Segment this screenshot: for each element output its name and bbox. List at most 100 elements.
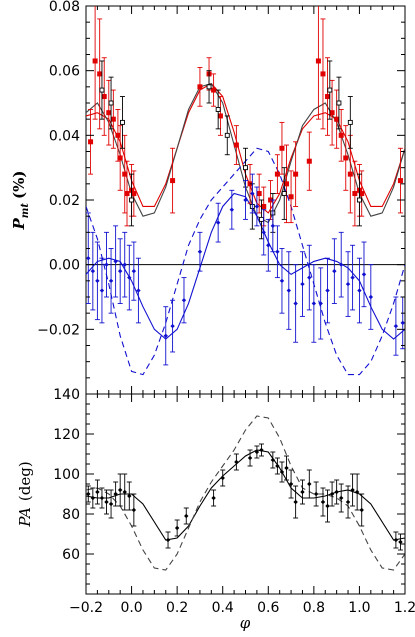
bottom-xtick-label: 0.6 xyxy=(257,600,279,616)
top-point-blue xyxy=(104,262,109,267)
top-point-red xyxy=(97,71,103,77)
top-y-axis-title: Pmt (%) xyxy=(10,171,31,231)
bottom-point-black xyxy=(90,495,96,501)
top-point-red xyxy=(101,94,107,100)
top-point-red xyxy=(293,171,299,177)
top-point-black xyxy=(259,216,264,222)
bottom-point-black xyxy=(345,499,351,505)
top-point-blue xyxy=(170,323,175,329)
top-ytick-label: −0.02 xyxy=(37,322,80,338)
top-point-blue xyxy=(325,288,330,293)
top-point-blue xyxy=(163,333,168,338)
bottom-ylabel-main: PA xyxy=(16,507,34,528)
bottom-point-black xyxy=(184,513,189,519)
bottom-xtick-label: 0.0 xyxy=(120,600,142,616)
bottom-point-black xyxy=(339,495,344,501)
bottom-point-black xyxy=(359,507,364,513)
bottom-point-black xyxy=(127,493,132,499)
top-point-red xyxy=(359,191,365,197)
top-point-blue xyxy=(350,275,355,280)
bottom-point-black xyxy=(131,507,137,513)
top-point-red xyxy=(343,155,349,161)
top-point-blue xyxy=(181,298,187,303)
bottom-ytick-label: 60 xyxy=(62,547,80,563)
bottom-curve-gray-dashed xyxy=(86,415,405,571)
bottom-xtick-label: 0.8 xyxy=(303,600,325,616)
top-point-blue xyxy=(400,320,405,326)
bottom-point-black xyxy=(307,481,312,487)
bottom-point-black xyxy=(284,465,289,471)
top-point-red xyxy=(338,132,344,138)
bottom-point-black xyxy=(234,459,239,465)
bottom-point-black xyxy=(104,499,109,505)
top-point-red xyxy=(334,116,340,122)
top-point-blue xyxy=(95,278,100,284)
top-ytick-label: 0.02 xyxy=(49,193,80,209)
top-point-red xyxy=(106,110,112,116)
top-point-blue xyxy=(266,243,271,248)
top-point-blue xyxy=(99,288,105,293)
top-panel-ticks: 0.08 0.06 0.04 0.02 0.00 −0.02 xyxy=(37,0,406,395)
top-point-red xyxy=(288,194,294,200)
bottom-xtick-label: 1.0 xyxy=(348,600,370,616)
bottom-point-black xyxy=(313,491,319,497)
bottom-point-black xyxy=(99,495,105,501)
top-point-black xyxy=(327,87,333,93)
bottom-ylabel-unit: (deg) xyxy=(16,461,34,501)
top-point-blue xyxy=(90,268,96,274)
bottom-xtick-label: 1.2 xyxy=(394,600,415,616)
top-point-blue xyxy=(197,249,203,254)
top-point-black xyxy=(108,100,114,106)
top-point-red xyxy=(256,191,262,197)
bottom-ytick-label: 120 xyxy=(53,427,80,443)
top-ytick-label: 0.06 xyxy=(49,64,80,80)
bottom-point-black xyxy=(329,491,335,497)
bottom-xtick-label: 0.4 xyxy=(212,600,234,616)
top-point-red xyxy=(122,171,128,177)
top-point-blue xyxy=(275,249,280,254)
bottom-ytick-label: 100 xyxy=(53,467,80,483)
top-point-red xyxy=(115,132,121,138)
bottom-point-black xyxy=(293,499,298,505)
top-point-red xyxy=(197,84,203,90)
bottom-point-black xyxy=(334,489,339,495)
top-ytick-label: 0.04 xyxy=(49,128,80,144)
top-point-blue xyxy=(279,278,285,284)
bottom-point-black xyxy=(350,487,355,493)
top-point-black xyxy=(206,84,212,90)
bottom-point-black xyxy=(254,449,260,455)
top-point-red xyxy=(110,116,116,122)
top-ylabel-unit: (%) xyxy=(10,171,28,199)
bottom-point-black xyxy=(325,503,330,509)
top-point-blue xyxy=(136,288,141,293)
top-point-blue xyxy=(300,281,305,287)
bottom-point-black xyxy=(354,489,360,495)
top-point-blue xyxy=(254,204,260,209)
top-point-red xyxy=(124,191,130,197)
top-point-red xyxy=(325,94,331,100)
top-point-blue xyxy=(261,230,266,235)
top-point-black xyxy=(120,119,125,125)
bottom-point-black xyxy=(108,501,114,507)
top-point-blue xyxy=(108,278,114,284)
top-point-red xyxy=(211,87,217,93)
top-ylabel-sub: mt xyxy=(20,203,31,219)
bottom-panel-plot xyxy=(86,415,405,571)
bottom-point-black xyxy=(95,489,100,495)
bottom-y-axis-title: PA (deg) xyxy=(16,461,34,527)
top-point-red xyxy=(347,171,353,177)
top-point-black xyxy=(281,191,287,196)
bottom-point-black xyxy=(320,499,326,505)
top-point-blue xyxy=(250,191,255,196)
top-point-black xyxy=(347,119,353,125)
top-point-red xyxy=(274,171,280,177)
top-point-red xyxy=(279,145,285,151)
top-point-red xyxy=(315,58,321,64)
svg-text:Pmt(%): Pmt (%) xyxy=(10,171,31,231)
top-point-blue xyxy=(332,268,337,274)
top-point-red xyxy=(117,155,123,161)
top-point-black xyxy=(224,132,230,138)
top-point-red xyxy=(170,178,176,184)
top-point-black xyxy=(336,100,342,106)
